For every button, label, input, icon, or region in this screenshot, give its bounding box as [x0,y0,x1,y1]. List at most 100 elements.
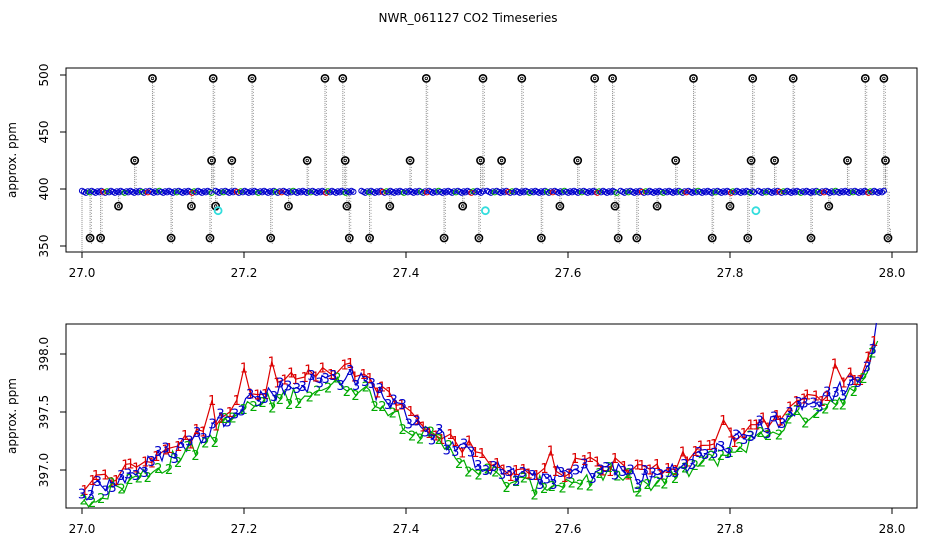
outlier-point [671,156,681,165]
outlier-point-inner [286,204,291,208]
series-1-label: 1 [217,412,225,427]
outlier-point [860,74,870,83]
bottom-x-axis: 27.0 27.2 27.4 27.6 27.8 28.0 [69,508,905,536]
series-3-label: 3 [171,452,179,467]
series-2-label: 2 [568,477,576,492]
series-1-label: 1 [165,442,173,457]
series-1-label: 1 [301,371,309,386]
series-1-label: 1 [823,390,831,405]
series-2-label: 2 [520,472,528,487]
series-2-label: 2 [613,469,621,484]
top-traces [81,78,891,252]
series-2-label: 2 [576,478,584,493]
outlier-point [824,201,834,211]
series-2-label: 2 [698,455,706,470]
series-1-label: 1 [727,427,735,442]
series-1-label: 1 [141,455,149,470]
series-1-label: 1 [148,457,156,472]
series-1-label: 1 [346,357,354,372]
series-1-label: 1 [291,373,299,388]
series-2-label: 2 [756,426,764,441]
series-2-label: 2 [540,482,548,497]
series-2-label: 2 [370,400,378,415]
series-3-label: 3 [185,435,193,450]
outlier-point-inner [558,204,562,208]
series-3-label: 3 [261,392,269,407]
series-2-label: 2 [605,461,613,476]
series-1-label: 1 [413,414,421,429]
top-plot-frame [65,67,918,253]
chart-title: NWR_061127 CO2 Timeseries [379,11,558,25]
outlier-point-inner [208,236,212,240]
series-2-label: 2 [717,449,725,464]
bottom-y-axis: 397.0 397.5 398.0 [37,337,66,487]
series-1-label: 1 [108,476,116,491]
series-2-label: 2 [644,478,652,493]
outlier-point [85,233,95,243]
series-2-label: 2 [586,480,594,495]
top-panel: approx. ppm 27.0 27.2 27.4 27.6 27.8 28.0 350… [5,64,918,280]
series-3-label: 3 [634,478,642,493]
outlier-point [205,233,215,243]
series-1-label: 1 [831,358,839,373]
outlier-point [207,156,216,165]
outlier-point-inner [863,76,867,81]
outlier-point [707,233,717,243]
outlier-point-inner [305,158,309,163]
series-2-label: 2 [681,462,689,477]
top-y-tick-label: 500 [37,64,51,87]
outlier-point [266,233,276,243]
series-2-label: 2 [174,456,182,471]
series-2-label: 2 [455,457,463,472]
outlier-point [806,233,816,243]
series-1-label: 1 [540,462,548,477]
outlier-point-inner [886,236,890,240]
series-1-label: 1 [478,447,486,462]
outlier-point [247,74,257,83]
series-1-label: 1 [664,462,672,477]
bottom-y-tick-label: 397.5 [37,395,51,429]
series-1-label: 1 [240,362,248,377]
outlier-point [227,156,237,165]
series-2-label: 2 [117,482,125,497]
series-2-label: 2 [240,403,248,418]
outlier-point [208,74,218,83]
outlier-point [458,201,468,211]
outlier-point [883,233,893,243]
series-1-label: 1 [112,474,120,489]
top-x-tick-label: 27.2 [231,266,258,280]
outlier-point [476,156,485,165]
series-2-label: 2 [812,407,820,422]
outlier-point-inner [461,204,465,208]
series-3-label: 3 [270,390,278,405]
series-1-label: 1 [611,452,619,467]
series-2-label: 2 [671,472,679,487]
outlier-point [608,74,617,83]
outlier-point-inner [655,204,659,208]
outlier-point [186,201,196,211]
outlier-point [536,233,546,243]
series-2-label: 2 [97,492,105,507]
outlier-point-inner [189,204,194,208]
outlier-point [148,74,157,83]
series-3-label: 3 [405,417,413,432]
series-2-label: 2 [634,485,642,500]
series-1-label: 1 [657,469,665,484]
series-2-label: 2 [398,423,406,438]
series-1-label: 1 [331,369,339,384]
series-1-label: 1 [246,388,254,403]
series-2-label: 2 [276,393,284,408]
series-1-label: 1 [458,447,466,462]
series-3-label: 3 [412,415,420,430]
bottom-x-tick-label: 27.4 [393,522,420,536]
outlier-point [497,156,506,165]
top-x-tick-label: 28.0 [879,266,906,280]
series-3-label: 3 [498,468,506,483]
series-3-label: 3 [619,465,627,480]
series-3-label: 3 [794,396,802,411]
bottom-plot-frame [65,323,918,509]
outlier-point-inner [424,76,428,81]
series-3-label: 3 [162,442,170,457]
outlier-point-inner [539,236,543,240]
series-2-label: 2 [691,459,699,474]
